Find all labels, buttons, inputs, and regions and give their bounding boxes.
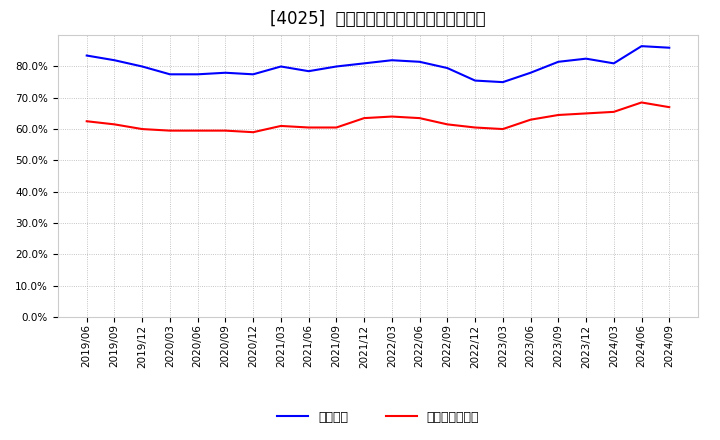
固定比率 [582, 56, 590, 61]
固定比率 [194, 72, 202, 77]
固定長期適合率 [443, 122, 451, 127]
固定長期適合率 [387, 114, 396, 119]
固定比率 [82, 53, 91, 58]
固定比率 [471, 78, 480, 83]
固定長期適合率 [415, 115, 424, 121]
固定長期適合率 [637, 100, 646, 105]
固定長期適合率 [221, 128, 230, 133]
固定長期適合率 [276, 123, 285, 128]
固定長期適合率 [305, 125, 313, 130]
固定長期適合率 [471, 125, 480, 130]
Line: 固定比率: 固定比率 [86, 46, 670, 82]
固定長期適合率 [194, 128, 202, 133]
固定比率 [360, 61, 369, 66]
固定長期適合率 [498, 126, 507, 132]
固定比率 [305, 69, 313, 74]
固定比率 [526, 70, 535, 75]
固定長期適合率 [360, 115, 369, 121]
固定比率 [665, 45, 674, 50]
固定長期適合率 [82, 119, 91, 124]
固定長期適合率 [609, 109, 618, 114]
固定比率 [554, 59, 562, 64]
固定比率 [166, 72, 174, 77]
固定長期適合率 [138, 126, 147, 132]
固定長期適合率 [582, 111, 590, 116]
固定長期適合率 [166, 128, 174, 133]
固定比率 [332, 64, 341, 69]
固定比率 [249, 72, 258, 77]
固定長期適合率 [110, 122, 119, 127]
固定比率 [637, 44, 646, 49]
固定比率 [110, 58, 119, 63]
固定長期適合率 [332, 125, 341, 130]
Line: 固定長期適合率: 固定長期適合率 [86, 103, 670, 132]
固定比率 [387, 58, 396, 63]
固定長期適合率 [526, 117, 535, 122]
固定比率 [138, 64, 147, 69]
固定比率 [276, 64, 285, 69]
固定長期適合率 [665, 105, 674, 110]
固定長期適合率 [554, 112, 562, 117]
Title: [4025]  固定比率、固定長期適合率の推移: [4025] 固定比率、固定長期適合率の推移 [270, 10, 486, 28]
固定長期適合率 [249, 129, 258, 135]
固定比率 [609, 61, 618, 66]
固定比率 [498, 80, 507, 85]
固定比率 [415, 59, 424, 64]
固定比率 [221, 70, 230, 75]
固定比率 [443, 66, 451, 71]
Legend: 固定比率, 固定長期適合率: 固定比率, 固定長期適合率 [271, 406, 485, 429]
